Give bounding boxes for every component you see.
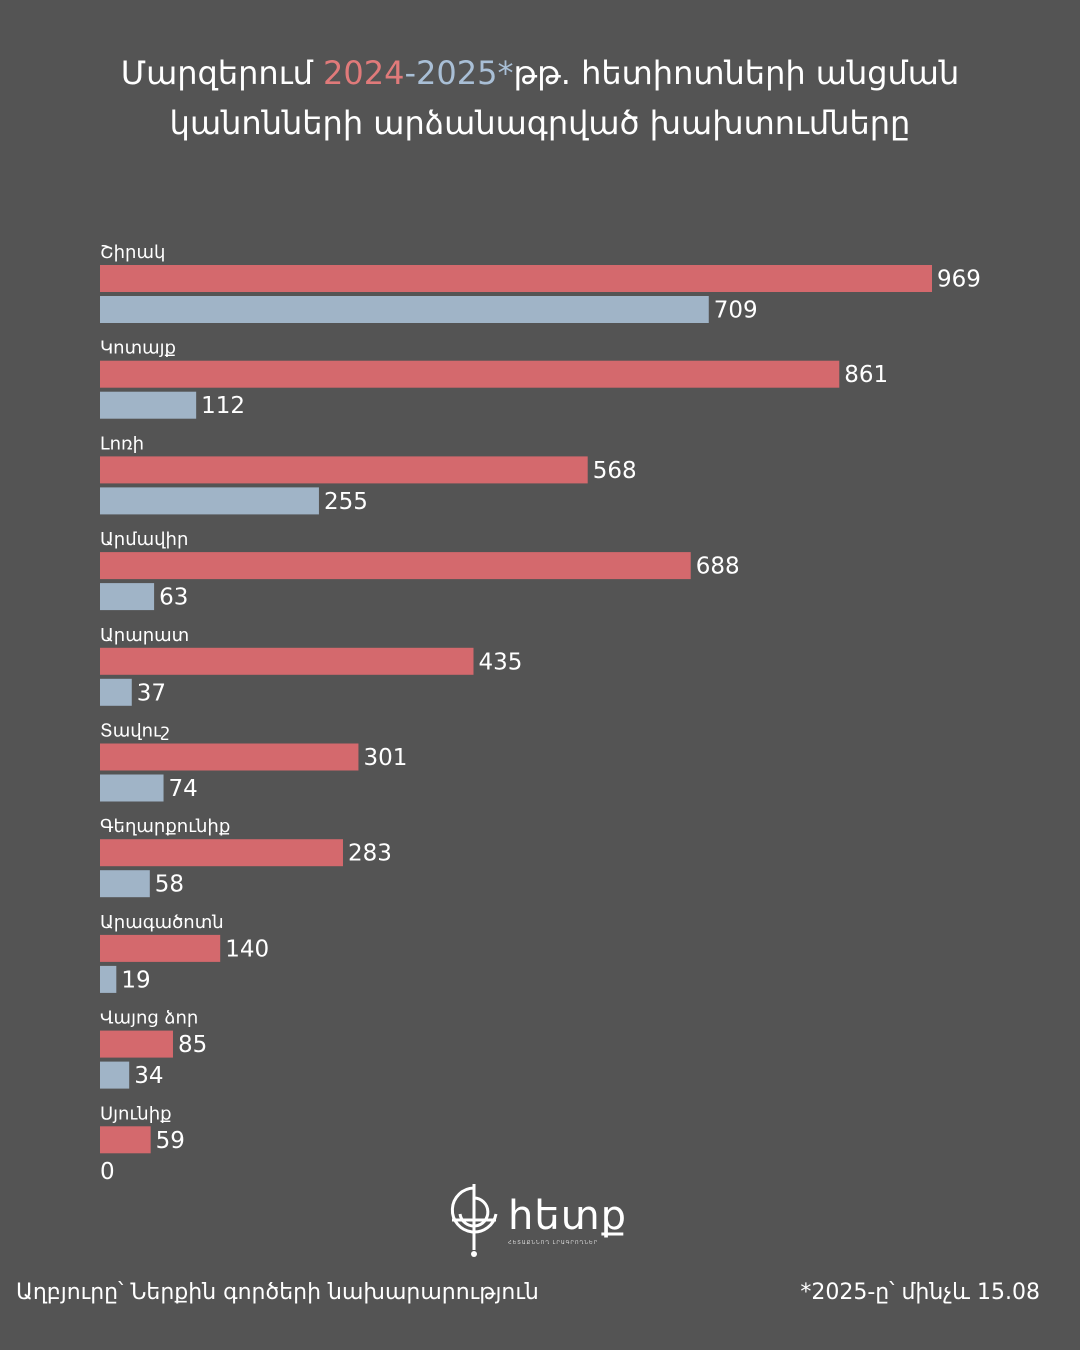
hetq-logo-subtitle: ՀԵՏԱՔՆՆՈՂ ԼՐԱԳՐՈՂՆԵՐ <box>508 1240 599 1246</box>
data-label: 435 <box>478 649 522 675</box>
chart-title: Մարզերում 2024-2025*թթ. հետիոտների անցմա… <box>0 48 1080 148</box>
bar-2024 <box>100 839 343 867</box>
data-label: 861 <box>844 362 888 388</box>
category-label: Վայոց ձոր <box>100 1008 198 1029</box>
data-label: 37 <box>137 680 166 706</box>
category-label: Արագածոտն <box>100 912 224 933</box>
category-label: Գեղարքունիք <box>100 816 230 837</box>
title-dash: - <box>404 54 417 92</box>
title-year-2024: 2024 <box>323 54 405 92</box>
bar-2025 <box>100 678 132 706</box>
date-footnote: *2025-ը՝ մինչև 15.08 <box>800 1280 1040 1305</box>
category-label: Արարատ <box>100 625 189 646</box>
data-label: 283 <box>348 841 392 867</box>
hetq-logo-icon <box>450 1184 498 1257</box>
title-rest: թթ. հետիոտների անցման <box>513 54 960 92</box>
chart-title-line-2: կանոնների արձանագրված խախտումները <box>169 104 911 142</box>
bar-2024 <box>100 265 932 292</box>
category-label: Կոտայք <box>100 338 176 359</box>
data-label: 969 <box>937 267 981 293</box>
data-label: 63 <box>159 585 188 611</box>
title-prefix: Մարզերում <box>120 54 324 92</box>
category-label: Տավուշ <box>100 721 170 742</box>
data-label: 59 <box>156 1128 185 1154</box>
category-label: Շիրակ <box>100 242 165 263</box>
bar-2024 <box>100 647 474 675</box>
bar-2024 <box>100 456 588 484</box>
data-label: 58 <box>155 872 184 898</box>
bar-2025 <box>100 965 117 993</box>
bar-2024 <box>100 552 691 580</box>
title-year-2025: 2025* <box>416 54 514 92</box>
bar-2025 <box>100 870 150 898</box>
bar-2024 <box>100 1126 151 1154</box>
bar-2025 <box>100 391 197 419</box>
hetq-logo: հետք ՀԵՏԱՔՆՆՈՂ ԼՐԱԳՐՈՂՆԵՐ <box>446 1180 646 1260</box>
data-label: 112 <box>201 393 245 419</box>
data-label: 568 <box>593 458 637 484</box>
hetq-logo-text: հետք ՀԵՏԱՔՆՆՈՂ ԼՐԱԳՐՈՂՆԵՐ <box>508 1194 627 1246</box>
data-label: 255 <box>324 489 368 515</box>
bar-2024 <box>100 743 359 771</box>
bar-2025 <box>100 774 164 802</box>
category-label: Սյունիք <box>100 1103 172 1124</box>
data-label: 74 <box>169 776 198 802</box>
bar-2025 <box>100 1061 130 1089</box>
bar-2025 <box>100 583 155 611</box>
data-label: 688 <box>696 554 740 580</box>
category-label: Լոռի <box>100 433 144 454</box>
data-label: 19 <box>121 967 150 993</box>
bar-chart: Շիրակ 969 709 Կոտայք 861 112 Լոռի 568 255 Արմավիր… <box>100 242 981 1185</box>
data-label: 85 <box>178 1032 207 1058</box>
category-label: Արմավիր <box>100 529 188 550</box>
bar-2025 <box>100 296 709 323</box>
hetq-logo-word: հետք <box>508 1193 628 1239</box>
data-label: 140 <box>225 936 269 962</box>
bar-2024 <box>100 360 840 388</box>
data-label: 34 <box>134 1063 163 1089</box>
source-note: Աղբյուրը՝ Ներքին գործերի նախարարություն <box>16 1280 539 1305</box>
data-label: 301 <box>363 745 407 771</box>
chart-title-line-1: Մարզերում 2024-2025*թթ. հետիոտների անցմա… <box>0 48 1080 98</box>
bar-2024 <box>100 934 221 962</box>
data-label: 0 <box>100 1159 115 1185</box>
bar-2024 <box>100 1030 173 1058</box>
data-label: 709 <box>714 298 758 324</box>
bar-2025 <box>100 487 319 515</box>
